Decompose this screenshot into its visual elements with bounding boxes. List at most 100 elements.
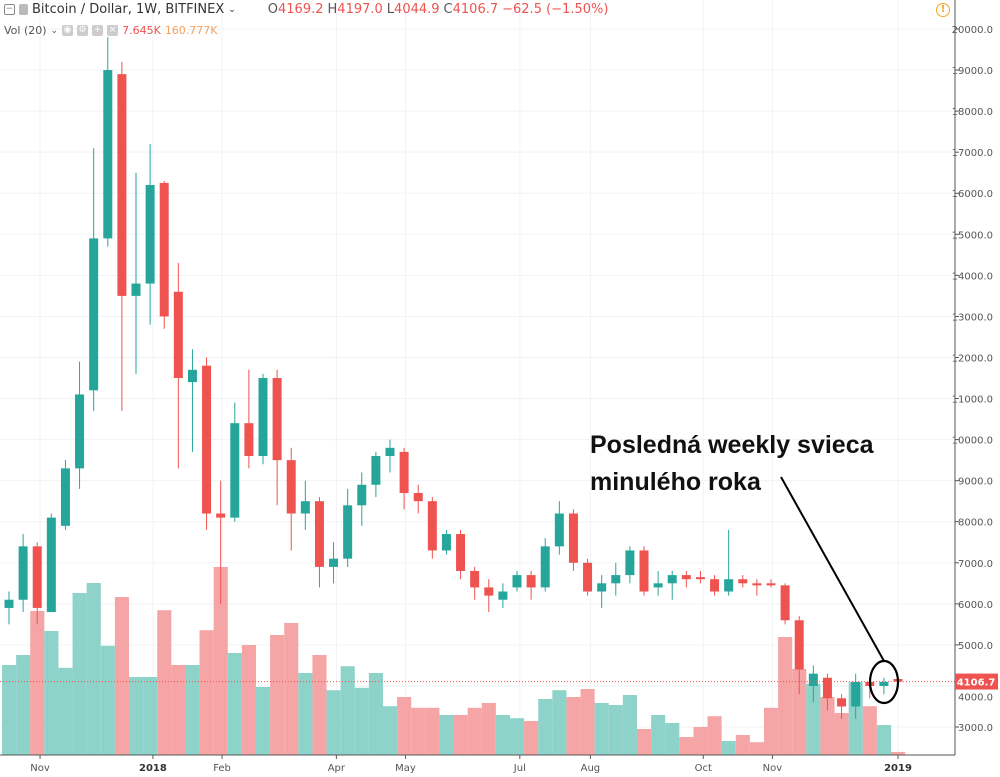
volume-bar bbox=[114, 597, 129, 755]
volume-bar bbox=[820, 697, 835, 755]
settings-icon[interactable]: ⚙ bbox=[77, 25, 89, 36]
candle-body bbox=[343, 505, 353, 559]
candle-body bbox=[314, 501, 324, 567]
price-tick-label: 13000.0 bbox=[952, 312, 993, 323]
volume-bar bbox=[608, 705, 623, 755]
candle-body bbox=[681, 575, 691, 580]
volume-bar bbox=[44, 631, 59, 755]
volume-bar bbox=[453, 715, 468, 755]
price-tick-label: 17000.0 bbox=[952, 148, 993, 159]
volume-bar bbox=[566, 697, 581, 755]
time-tick-label: 2019 bbox=[884, 763, 912, 774]
candle-body bbox=[837, 698, 847, 707]
low-label: L bbox=[386, 2, 395, 17]
price-tick-label: 8000.0 bbox=[958, 518, 993, 529]
volume-label[interactable]: Vol (20) bbox=[4, 24, 47, 37]
chevron-down-icon[interactable]: ⌄ bbox=[228, 4, 236, 15]
volume-bar bbox=[227, 653, 242, 755]
candle-body bbox=[808, 673, 818, 686]
candle-body bbox=[230, 423, 240, 518]
candle-body bbox=[131, 283, 141, 296]
candle-body bbox=[46, 517, 56, 613]
volume-bar bbox=[481, 703, 496, 755]
volume-bar bbox=[58, 667, 73, 755]
close-icon[interactable]: × bbox=[107, 25, 119, 36]
candle-body bbox=[484, 587, 494, 596]
candle-body bbox=[498, 591, 508, 600]
eye-icon[interactable]: ◉ bbox=[62, 25, 74, 36]
candle-body bbox=[667, 575, 677, 584]
volume-bar bbox=[368, 673, 383, 755]
candle-body bbox=[75, 394, 85, 469]
price-tick-label: 11000.0 bbox=[952, 395, 993, 406]
price-tick-label: 16000.0 bbox=[952, 189, 993, 200]
candle-body bbox=[4, 599, 14, 608]
candle-body bbox=[300, 501, 310, 514]
volume-bar bbox=[735, 735, 750, 755]
last-price-tag-label: 4106.7 bbox=[957, 678, 996, 689]
volume-bar bbox=[86, 583, 101, 755]
candle-body bbox=[568, 513, 578, 563]
collapse-icon[interactable]: − bbox=[4, 4, 15, 15]
annotation-line-1: Posledná weekly svieca bbox=[590, 431, 874, 459]
candle-body bbox=[427, 501, 437, 551]
time-tick-label: Feb bbox=[213, 763, 231, 774]
volume-bar bbox=[764, 707, 779, 755]
symbol-title[interactable]: Bitcoin / Dollar, 1W, BITFINEX bbox=[32, 2, 225, 17]
candle-body bbox=[879, 681, 889, 686]
volume-bar bbox=[876, 725, 891, 755]
volume-bar bbox=[594, 703, 609, 755]
volume-bar bbox=[721, 741, 736, 755]
volume-bar bbox=[383, 706, 398, 755]
volume-bar bbox=[538, 699, 553, 755]
candle-body bbox=[512, 575, 522, 588]
volume-bar bbox=[580, 689, 595, 755]
volume-bar bbox=[213, 567, 228, 755]
time-tick-label: 2018 bbox=[139, 763, 167, 774]
volume-bar bbox=[241, 645, 256, 755]
volume-legend: Vol (20) ⌄ ◉ ⚙ + × 7.645K 160.777K bbox=[4, 24, 218, 37]
volume-bar bbox=[411, 707, 426, 755]
chevron-down-icon[interactable]: ⌄ bbox=[50, 25, 59, 36]
volume-bar bbox=[792, 669, 807, 755]
candle-body bbox=[780, 585, 790, 621]
volume-bar bbox=[834, 713, 849, 755]
warning-icon[interactable]: ! bbox=[936, 3, 950, 17]
annotation-arrow-line bbox=[780, 476, 885, 662]
high-label: H bbox=[327, 2, 338, 17]
candle-body bbox=[258, 378, 268, 457]
time-tick-label: Jul bbox=[513, 763, 526, 774]
volume-bar bbox=[439, 715, 454, 755]
candle-body bbox=[117, 74, 127, 296]
candle-body bbox=[286, 460, 296, 514]
volume-bar bbox=[284, 623, 299, 755]
time-tick-label: Oct bbox=[695, 763, 712, 774]
candle-body bbox=[583, 562, 593, 592]
candle-body bbox=[244, 423, 254, 457]
volume-bar bbox=[171, 665, 186, 755]
candle-body bbox=[710, 579, 720, 592]
volume-bar bbox=[862, 706, 877, 755]
volume-bar bbox=[270, 635, 285, 755]
volume-bar bbox=[397, 697, 412, 755]
last-price-tag bbox=[955, 673, 998, 690]
candle-body bbox=[653, 583, 663, 588]
price-tick-label: 10000.0 bbox=[952, 436, 993, 447]
candle-body bbox=[470, 570, 480, 588]
candle-body bbox=[159, 182, 169, 317]
candle-body bbox=[752, 583, 762, 586]
annotation-line-2: minulého roka bbox=[590, 468, 761, 496]
volume-bar bbox=[298, 673, 313, 755]
candle-body bbox=[794, 620, 804, 670]
volume-bar bbox=[467, 707, 482, 755]
open-value: 4169.2 bbox=[278, 2, 324, 17]
plus-icon[interactable]: + bbox=[92, 25, 104, 36]
candle-body bbox=[385, 447, 395, 457]
time-tick-label: May bbox=[395, 763, 416, 774]
candle-body bbox=[851, 681, 861, 707]
price-tick-label: 19000.0 bbox=[952, 66, 993, 77]
price-tick-label: 14000.0 bbox=[952, 271, 993, 282]
volume-bar bbox=[129, 677, 144, 755]
candle-body bbox=[60, 468, 70, 526]
